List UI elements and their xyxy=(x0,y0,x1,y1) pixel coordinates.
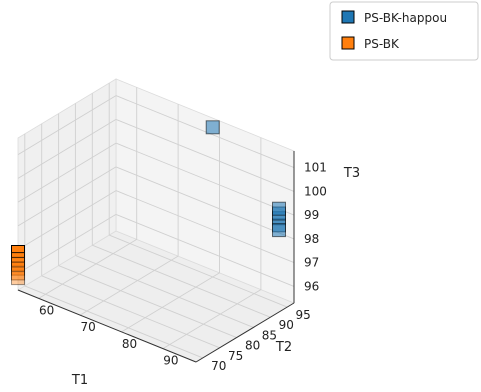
y-tick-label: 85 xyxy=(262,328,277,342)
data-point xyxy=(272,201,286,216)
y-tick-label: 90 xyxy=(279,318,294,332)
y-grid-floor-line xyxy=(92,244,271,318)
axes-grid xyxy=(17,83,295,363)
z-tick-label: 99 xyxy=(304,208,319,222)
z-grid-left-line xyxy=(17,214,117,274)
x-tick-label: 90 xyxy=(163,354,178,368)
data-point xyxy=(205,120,220,135)
z-tick-label: 98 xyxy=(304,232,319,246)
data-point xyxy=(11,266,25,281)
z-grid-back-line xyxy=(115,166,295,240)
y-tick-label: 75 xyxy=(228,349,243,363)
data-points xyxy=(11,120,286,286)
z-grid-left-line xyxy=(17,166,117,227)
x-tick-label: 70 xyxy=(80,320,95,334)
z-grid-left-line xyxy=(17,95,117,155)
z-axis-label: T3 xyxy=(343,166,360,181)
y-tick-label: 80 xyxy=(245,339,260,353)
x-grid-floor-line xyxy=(38,239,137,299)
x-grid-floor-line xyxy=(79,255,179,316)
z-grid-back-line xyxy=(115,142,295,216)
x-grid-floor-line xyxy=(162,289,262,349)
axes-panes xyxy=(17,78,295,363)
y-axis-line xyxy=(195,302,295,363)
legend-frame xyxy=(329,1,479,61)
z-grid-left-line xyxy=(17,142,117,203)
x-tick-label: 80 xyxy=(122,337,137,351)
left-pane xyxy=(17,78,117,291)
z-tick-label: 97 xyxy=(304,256,319,270)
z-grid-back-line xyxy=(115,118,295,192)
z-tick-label: 96 xyxy=(304,279,319,293)
x-tick-label: 60 xyxy=(39,303,54,317)
y-grid-floor-line xyxy=(109,234,288,308)
y-axis-label: T2 xyxy=(275,340,292,355)
y-tick-label: 70 xyxy=(211,359,226,373)
legend-marker-ps-bk xyxy=(341,36,355,50)
legend-label-ps-bk: PS-BK xyxy=(364,37,400,51)
z-grid-left-line xyxy=(17,119,117,179)
z-grid-left-line xyxy=(17,190,117,250)
y-grid-floor-line xyxy=(24,285,203,359)
z-tick-label: 101 xyxy=(304,161,327,175)
z-tick-label: 100 xyxy=(304,184,327,198)
data-point xyxy=(272,223,286,238)
y-grid-floor-line xyxy=(41,275,220,349)
data-point xyxy=(11,271,25,286)
legend-marker-ps-bk-happou xyxy=(341,10,355,24)
legend-label-ps-bk-happou: PS-BK-happou xyxy=(364,11,447,25)
x-grid-floor-line xyxy=(121,272,220,333)
z-grid-back-line xyxy=(115,213,295,287)
x-axis-line xyxy=(17,289,197,363)
y-grid-floor-line xyxy=(58,265,237,339)
z-grid-back-line xyxy=(115,95,295,169)
z-grid-back-line xyxy=(115,190,295,264)
y-tick-label: 95 xyxy=(296,308,311,322)
y-grid-floor-line xyxy=(75,254,254,328)
x-axis-label: T1 xyxy=(71,373,88,388)
legend: PS-BK-happou PS-BK xyxy=(329,1,479,61)
